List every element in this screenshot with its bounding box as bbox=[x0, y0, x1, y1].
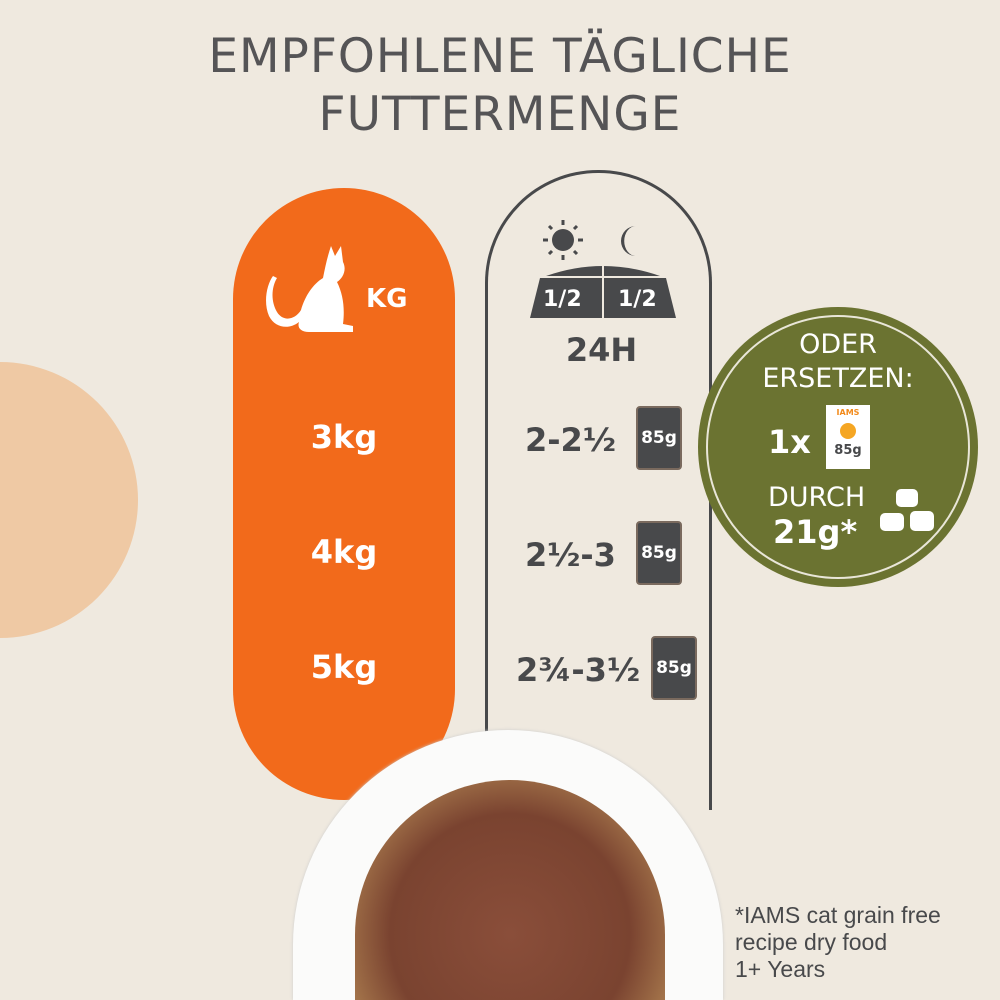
badge-line-1: ODER bbox=[799, 329, 877, 360]
footnote: *IAMS cat grain free recipe dry food 1+ … bbox=[735, 902, 995, 983]
footnote-line-2: recipe dry food bbox=[735, 929, 888, 955]
pouch-icon: 85g bbox=[651, 636, 697, 700]
portion-3kg: 2-2½ bbox=[525, 421, 616, 459]
portion-4kg: 2½-3 bbox=[525, 536, 616, 574]
decorative-circle bbox=[0, 362, 138, 638]
bowl-night-portion: 1/2 bbox=[618, 287, 657, 312]
weight-3kg: 3kg bbox=[310, 418, 378, 456]
weight-5kg: 5kg bbox=[310, 648, 378, 686]
period-label: 24H bbox=[565, 331, 638, 369]
dry-food-bag-icon: IAMS 85g bbox=[826, 405, 870, 469]
page-title: EMPFOHLENE TÄGLICHE FUTTERMENGE bbox=[0, 28, 1000, 144]
bowl-day-portion: 1/2 bbox=[543, 287, 582, 312]
title-line-2: FUTTERMENGE bbox=[318, 87, 682, 142]
portion-5kg: 2¾-3½ bbox=[516, 651, 641, 689]
weight-4kg: 4kg bbox=[310, 533, 378, 571]
day-night-bowl-icon bbox=[530, 220, 676, 318]
footnote-line-3: 1+ Years bbox=[735, 956, 826, 982]
badge-line-3: DURCH bbox=[768, 482, 866, 513]
title-line-1: EMPFOHLENE TÄGLICHE bbox=[208, 29, 792, 84]
unit-label: KG bbox=[366, 284, 408, 314]
badge-ring bbox=[706, 315, 970, 579]
bag-logo bbox=[840, 423, 856, 439]
badge-amount: 21g* bbox=[773, 513, 858, 551]
replace-badge: ODER ERSETZEN: 1x IAMS 85g DURCH 21g* bbox=[698, 307, 978, 587]
bag-weight: 85g bbox=[834, 443, 862, 458]
pouch-icon: 85g bbox=[636, 521, 682, 585]
bag-brand: IAMS bbox=[836, 408, 860, 417]
portion-column: 1/2 1/2 24H 2-2½ 85g 2½-3 85g 2¾-3½ 85g bbox=[485, 170, 712, 810]
badge-qty: 1x bbox=[768, 423, 811, 461]
weight-column: KG 3kg 4kg 5kg bbox=[233, 188, 455, 800]
kibble-icon bbox=[880, 489, 934, 531]
footnote-line-1: *IAMS cat grain free bbox=[735, 902, 941, 928]
badge-line-2: ERSETZEN: bbox=[762, 363, 914, 394]
pouch-icon: 85g bbox=[636, 406, 682, 470]
cat-icon bbox=[266, 246, 353, 332]
